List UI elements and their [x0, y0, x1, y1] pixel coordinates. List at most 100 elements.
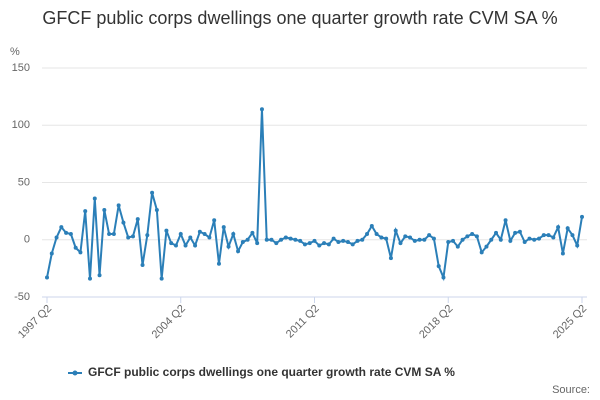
data-point: [427, 233, 432, 238]
data-point: [245, 237, 250, 242]
data-point: [403, 234, 408, 239]
data-point: [527, 236, 532, 241]
data-point: [145, 233, 150, 238]
data-point: [221, 225, 226, 230]
data-point: [107, 232, 112, 237]
data-point: [269, 237, 274, 242]
data-point: [532, 237, 537, 242]
data-point: [140, 262, 145, 267]
data-point: [259, 107, 264, 112]
data-point: [422, 237, 427, 242]
data-point: [49, 251, 54, 256]
data-point: [150, 190, 155, 195]
data-point: [154, 207, 159, 212]
y-unit-label: %: [10, 46, 20, 58]
y-tick-label: 150: [12, 62, 30, 74]
x-tick-label: 2004 Q2: [150, 303, 188, 341]
y-tick-label: 100: [12, 119, 30, 131]
data-point: [116, 203, 121, 208]
series-line: [46, 109, 583, 282]
data-point: [59, 225, 64, 230]
data-point: [508, 238, 513, 243]
data-point: [226, 244, 231, 249]
data-point: [412, 238, 417, 243]
data-point: [78, 250, 83, 255]
data-point: [45, 275, 49, 280]
data-point: [474, 234, 479, 239]
data-point: [484, 244, 489, 249]
data-point: [126, 235, 131, 240]
data-point: [556, 225, 561, 230]
data-point: [178, 232, 183, 237]
y-tick-label: 0: [24, 234, 30, 246]
data-point: [408, 235, 413, 240]
data-point: [560, 251, 565, 256]
data-point: [503, 218, 508, 223]
data-point: [537, 236, 542, 241]
data-point: [398, 241, 403, 246]
data-point: [173, 243, 178, 248]
data-point: [231, 232, 236, 237]
data-point: [293, 237, 298, 242]
data-point: [212, 218, 217, 223]
data-point: [197, 229, 202, 234]
data-point: [322, 241, 327, 246]
data-point: [489, 237, 494, 242]
data-point: [240, 240, 245, 245]
data-point: [159, 276, 164, 281]
data-point: [570, 233, 575, 238]
data-point: [54, 235, 59, 240]
data-point: [102, 207, 107, 212]
data-point: [73, 245, 78, 250]
data-point: [64, 230, 69, 235]
data-point: [331, 236, 336, 241]
data-point: [393, 228, 398, 233]
data-point: [565, 226, 570, 231]
data-point: [388, 256, 393, 261]
data-point: [312, 238, 317, 243]
data-point: [188, 235, 193, 240]
data-point: [193, 243, 198, 248]
data-point: [517, 229, 522, 234]
data-point: [92, 196, 97, 201]
data-point: [522, 240, 527, 245]
data-point: [360, 237, 365, 242]
data-point: [87, 276, 92, 281]
data-point: [207, 235, 212, 240]
data-point: [250, 230, 255, 235]
data-point: [130, 234, 135, 239]
data-point: [374, 232, 379, 237]
data-point: [436, 264, 441, 269]
data-point: [283, 235, 288, 240]
data-point: [307, 241, 312, 246]
data-point: [336, 240, 341, 245]
data-point: [551, 235, 556, 240]
data-point: [121, 220, 126, 225]
data-point: [384, 236, 389, 241]
data-point: [355, 238, 360, 243]
data-point: [255, 241, 260, 246]
chart-title: GFCF public corps dwellings one quarter …: [42, 8, 558, 28]
data-point: [202, 232, 207, 237]
data-point: [431, 236, 436, 241]
data-point: [169, 241, 174, 246]
data-point: [365, 232, 370, 237]
data-point: [164, 228, 169, 233]
data-point: [379, 235, 384, 240]
data-point: [470, 232, 475, 237]
data-point: [350, 242, 355, 247]
data-point: [460, 237, 465, 242]
data-point: [546, 233, 551, 238]
y-tick-label: 50: [18, 176, 30, 188]
data-point: [369, 224, 374, 229]
data-point: [111, 232, 116, 237]
legend-marker: [72, 370, 78, 376]
x-tick-label: 1997 Q2: [16, 303, 54, 341]
data-point: [264, 237, 269, 242]
data-point: [83, 209, 88, 214]
data-point: [479, 250, 484, 255]
data-point: [580, 214, 584, 219]
data-point: [288, 236, 293, 241]
